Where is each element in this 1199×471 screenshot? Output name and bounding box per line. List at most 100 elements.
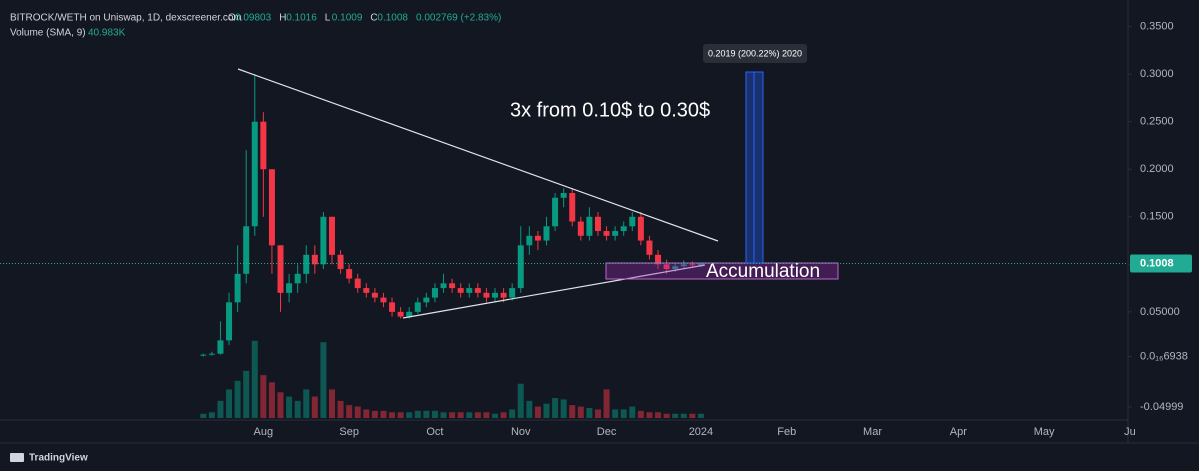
candle-body bbox=[260, 121, 267, 170]
candle-body bbox=[620, 226, 627, 232]
x-tick-label: Ju bbox=[1124, 426, 1136, 438]
candle-body bbox=[414, 302, 421, 312]
x-tick-label: Nov bbox=[511, 426, 531, 438]
candle-body bbox=[543, 226, 550, 241]
volume-bar bbox=[586, 408, 593, 418]
y-tick-label: 0.3500 bbox=[1140, 21, 1174, 33]
candle-body bbox=[371, 292, 378, 298]
measure-label: 0.2019 (200.22%) 2020 bbox=[708, 48, 802, 58]
candle-body bbox=[483, 292, 490, 298]
y-tick-label: 0.2500 bbox=[1140, 116, 1174, 128]
candle-body bbox=[380, 297, 387, 303]
volume-bar bbox=[260, 375, 267, 418]
candle-body bbox=[208, 353, 215, 355]
candle-body bbox=[397, 311, 404, 317]
x-tick-label: Feb bbox=[777, 426, 796, 438]
x-tick-label: Aug bbox=[254, 426, 274, 438]
volume-label: Volume (SMA, 9) bbox=[10, 28, 86, 39]
candle-body bbox=[466, 288, 473, 293]
accumulation-box bbox=[605, 262, 839, 280]
volume-bar bbox=[286, 396, 293, 418]
candle-body bbox=[552, 197, 559, 227]
volume-bar bbox=[431, 410, 438, 418]
candle-body bbox=[303, 254, 310, 274]
candle-body bbox=[492, 292, 499, 298]
candle-body bbox=[509, 288, 516, 298]
volume-bar bbox=[697, 413, 704, 418]
candle-body bbox=[689, 264, 696, 266]
volume-bar bbox=[200, 413, 207, 418]
volume-bar bbox=[371, 410, 378, 418]
trendline bbox=[402, 264, 706, 319]
volume-bar bbox=[354, 406, 361, 418]
x-tick-label: 2024 bbox=[689, 426, 713, 438]
volume-bar bbox=[534, 406, 541, 418]
candle-body bbox=[200, 354, 207, 356]
candle-body bbox=[354, 278, 361, 289]
volume-bar bbox=[397, 412, 404, 418]
volume-bar bbox=[569, 405, 576, 418]
candle-body bbox=[363, 288, 370, 293]
candle-body bbox=[311, 254, 318, 265]
volume-bar bbox=[552, 398, 559, 418]
volume-bar bbox=[500, 412, 507, 418]
brand: TradingView bbox=[29, 453, 88, 464]
candle-body bbox=[569, 193, 576, 222]
volume-bar bbox=[577, 406, 584, 418]
ohlc-value: 0.1016 bbox=[286, 13, 317, 24]
volume-bar bbox=[543, 403, 550, 418]
volume-bar bbox=[346, 405, 353, 418]
candle-body bbox=[431, 288, 438, 298]
candle-body bbox=[663, 264, 670, 270]
candle-body bbox=[629, 216, 636, 227]
volume-value: 40.983K bbox=[88, 28, 126, 39]
volume-bar bbox=[620, 409, 627, 418]
volume-bar bbox=[406, 412, 413, 418]
candle-body bbox=[603, 231, 610, 236]
volume-bar bbox=[234, 380, 241, 418]
volume-bar bbox=[680, 413, 687, 418]
volume-bar bbox=[655, 412, 662, 418]
volume-bar bbox=[466, 412, 473, 418]
candle-body bbox=[226, 302, 233, 341]
candle-body bbox=[217, 340, 224, 354]
candle-body bbox=[594, 216, 601, 232]
x-tick-label: May bbox=[1034, 426, 1055, 438]
ohlc-key: O bbox=[228, 13, 236, 24]
x-tick-label: Sep bbox=[339, 426, 359, 438]
volume-bar bbox=[363, 409, 370, 418]
candle-body bbox=[672, 266, 679, 270]
candle-body bbox=[680, 264, 687, 267]
x-tick-label: Oct bbox=[426, 426, 443, 438]
volume-bar bbox=[663, 413, 670, 418]
volume-bar bbox=[337, 400, 344, 418]
candle-body bbox=[586, 216, 593, 236]
volume-bar bbox=[303, 389, 310, 418]
candle-body bbox=[457, 288, 464, 293]
volume-bar bbox=[217, 400, 224, 418]
volume-bar bbox=[509, 409, 516, 418]
y-tick-label: 0.0₁₆6938 bbox=[1140, 350, 1188, 362]
candle-body bbox=[646, 240, 653, 255]
brand-logo bbox=[10, 453, 24, 462]
candle-body bbox=[500, 292, 507, 298]
y-tick-label: 0.3000 bbox=[1140, 68, 1174, 80]
volume-bar bbox=[457, 412, 464, 418]
volume-bar bbox=[294, 400, 301, 418]
volume-bar bbox=[637, 410, 644, 418]
chart-title: BITROCK/WETH on Uniswap, 1D, dexscreener… bbox=[10, 13, 242, 24]
volume-bar bbox=[389, 412, 396, 418]
volume-bar bbox=[603, 389, 610, 418]
price-tag bbox=[1130, 254, 1192, 273]
volume-bar bbox=[251, 340, 258, 418]
y-tick-label: 0.05000 bbox=[1140, 306, 1180, 318]
candle-body bbox=[526, 235, 533, 246]
candle-body bbox=[449, 283, 456, 289]
candle-body bbox=[697, 263, 704, 267]
trendline bbox=[237, 68, 719, 242]
volume-bar bbox=[440, 412, 447, 418]
price-tag-label: 0.1008 bbox=[1140, 257, 1174, 269]
volume-bar bbox=[629, 406, 636, 418]
